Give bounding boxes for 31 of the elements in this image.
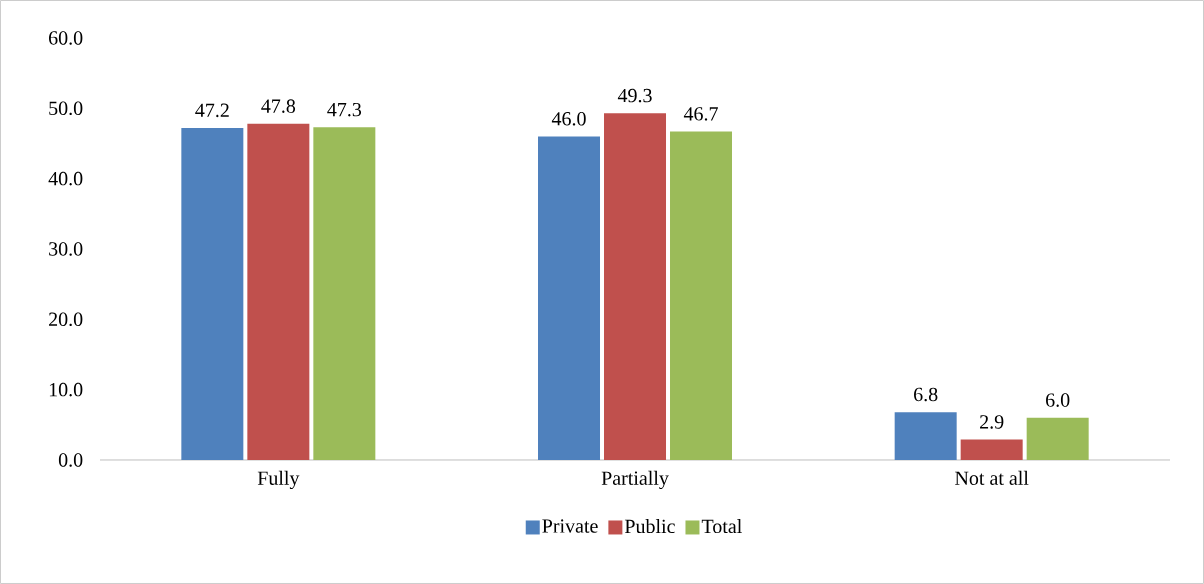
bar <box>313 127 376 460</box>
bar <box>247 123 310 460</box>
bar <box>1026 417 1089 460</box>
data-label: 46.7 <box>683 107 718 121</box>
data-label: 6.8 <box>914 387 938 402</box>
bar <box>538 136 601 460</box>
data-label: 6.0 <box>1046 393 1070 407</box>
legend-label: Total <box>701 519 742 534</box>
legend-label: Private <box>542 519 598 533</box>
bar <box>181 128 244 460</box>
y-tick-label: 50.0 <box>49 101 83 116</box>
bar <box>960 439 1023 460</box>
data-label: 46.0 <box>551 112 586 126</box>
data-label: 47.8 <box>261 99 296 113</box>
bar <box>894 412 957 460</box>
x-tick-label: Partially <box>601 470 669 490</box>
x-tick-label: Not at all <box>955 470 1029 485</box>
y-tick-label: 0.0 <box>58 453 83 467</box>
data-label: 47.2 <box>195 103 229 118</box>
y-tick-label: 40.0 <box>48 171 83 186</box>
legend-label: Public <box>624 519 675 534</box>
y-tick-label: 30.0 <box>49 242 83 256</box>
bar <box>604 113 667 460</box>
data-label: 49.3 <box>617 88 652 103</box>
data-label: 47.3 <box>327 102 362 117</box>
bar <box>670 131 733 460</box>
y-tick-label: 60.0 <box>49 31 83 45</box>
y-tick-label: 20.0 <box>49 312 83 327</box>
y-tick-label: 10.0 <box>49 382 83 397</box>
data-label: 2.9 <box>980 415 1004 429</box>
x-tick-label: Fully <box>257 470 300 490</box>
